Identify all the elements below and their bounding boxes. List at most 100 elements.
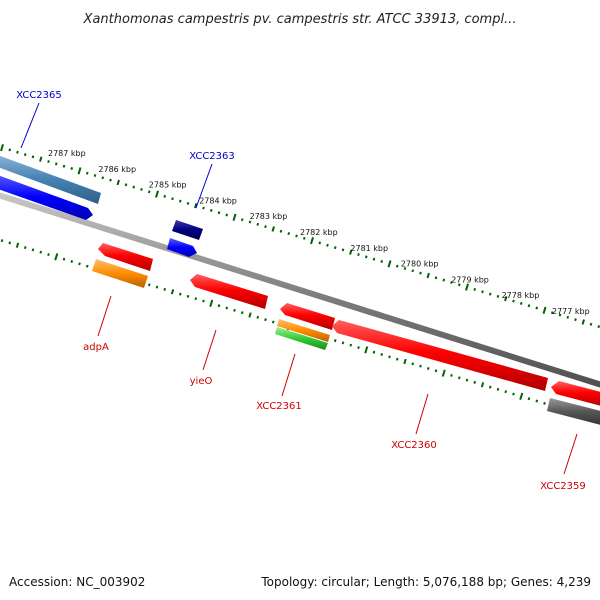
lower-ruler-tick [543,401,546,405]
upper-ruler-tick [155,190,159,198]
upper-ruler-tick [202,206,205,210]
lower-ruler-tick [504,390,508,394]
upper-ruler-tick [364,255,368,259]
upper-ruler-tick [194,203,198,209]
upper-ruler-tick [77,167,82,175]
gene-label-xcc2360[interactable]: XCC2360 [391,440,437,451]
xcc2359-gene-bar[interactable] [547,398,600,426]
gene-xcc2359-feature[interactable] [547,381,600,426]
xcc2361-cds-arrow[interactable] [280,303,335,330]
lower-ruler-tick [163,287,167,291]
upper-ruler-tick [101,176,105,180]
xcc2361-gene-bar-orange[interactable] [277,319,330,342]
lower-ruler-tick [62,257,66,261]
upper-ruler-tick [419,271,422,275]
lower-ruler-tick [388,355,391,359]
xcc2359-cds-arrow[interactable] [551,381,600,407]
gene-yieo-feature[interactable] [190,274,268,309]
upper-ruler-tick [295,234,298,238]
gene-xcc2360-feature[interactable] [332,320,548,391]
xcc2365-cds-arrow[interactable] [0,174,93,220]
xcc2361-gene-bar-green[interactable] [275,327,328,350]
upper-ruler-tick [318,241,322,245]
gene-label-adpa[interactable]: adpA [83,342,109,353]
upper-ruler-tick [333,246,337,250]
xcc2360-cds-arrow[interactable] [332,320,548,391]
ruler-tick-label: 2780 kbp [401,260,439,269]
upper-ruler-tick [310,237,314,245]
lower-ruler-tick [54,253,59,261]
upper-ruler-tick [47,160,50,164]
lower-ruler-tick [202,299,205,303]
gene-xcc2361-feature[interactable] [275,303,335,350]
lower-ruler-tick [47,253,50,257]
gene-adpa-feature[interactable] [92,243,153,288]
lower-ruler-tick [78,262,81,266]
upper-ruler-tick [457,283,461,287]
lower-ruler-tick [217,304,221,308]
lower-ruler-tick [31,248,35,252]
xcc2363-gene-bar[interactable] [172,220,203,240]
upper-ruler-tick [8,148,12,152]
upper-ruler-tick [0,144,4,152]
gene-label-yieo[interactable]: yieO [190,376,213,387]
upper-ruler-tick [209,208,213,212]
upper-ruler-tick [232,213,237,221]
lower-ruler-tick [519,392,524,400]
yieo-cds-arrow[interactable] [190,274,268,309]
lower-ruler-tick [256,315,260,319]
upper-ruler-tick [442,278,446,282]
lower-ruler-tick [155,285,159,289]
lower-ruler-tick [512,392,515,396]
lower-ruler-tick [480,382,485,388]
upper-ruler-tick [527,304,531,308]
lower-ruler-tick [0,239,4,243]
upper-ruler-tick [23,153,27,157]
lower-ruler-tick [341,341,345,345]
xcc2365-gene-bar[interactable] [0,154,101,204]
xcc2365-leader-line [20,102,40,149]
gene-xcc2363-feature[interactable] [167,220,203,257]
lower-ruler-tick [85,264,89,268]
upper-ruler-tick [473,287,477,291]
map-summary-text: Topology: circular; Length: 5,076,188 bp… [260,575,591,589]
lower-ruler-tick [240,311,244,315]
lower-ruler-tick [372,350,376,354]
gene-label-xcc2359[interactable]: XCC2359 [540,481,586,492]
xcc2363-leader-line [195,163,213,209]
ruler-tick-label: 2779 kbp [451,275,489,284]
upper-ruler-tick [62,164,66,168]
adpa-gene-bar[interactable] [92,259,148,288]
upper-ruler-tick [132,185,136,189]
accession-text: Accession: NC_003902 [9,575,145,589]
upper-ruler-tick [271,226,275,232]
lower-ruler-tick [8,241,12,245]
gene-xcc2365-feature[interactable] [0,154,101,220]
lower-ruler-tick [535,399,539,403]
upper-ruler-tick [256,222,260,226]
upper-ruler-tick [93,173,97,178]
upper-ruler-tick [380,260,384,263]
lower-ruler-tick [349,343,353,347]
lower-ruler-tick [170,289,175,295]
gene-label-xcc2363[interactable]: XCC2363 [189,151,235,162]
lower-ruler-tick [450,373,453,377]
xcc2363-cds-arrow[interactable] [167,238,197,257]
gene-label-xcc2365[interactable]: XCC2365 [16,90,62,101]
lower-ruler-tick [465,378,469,382]
upper-ruler-tick [163,194,167,198]
upper-ruler-tick [481,290,484,294]
adpa-cds-arrow[interactable] [98,243,153,271]
lower-ruler-tick [403,358,407,365]
lower-ruler-tick [233,308,236,312]
upper-ruler-tick [512,299,515,303]
lower-ruler-tick [15,242,20,248]
ruler-tick-label: 2787 kbp [48,149,86,158]
upper-ruler-tick [124,183,128,187]
upper-ruler-tick [488,292,492,296]
lower-ruler-tick [395,357,399,361]
gene-label-xcc2361[interactable]: XCC2361 [256,401,302,412]
upper-ruler-tick [264,225,267,229]
upper-ruler-tick [566,315,570,319]
